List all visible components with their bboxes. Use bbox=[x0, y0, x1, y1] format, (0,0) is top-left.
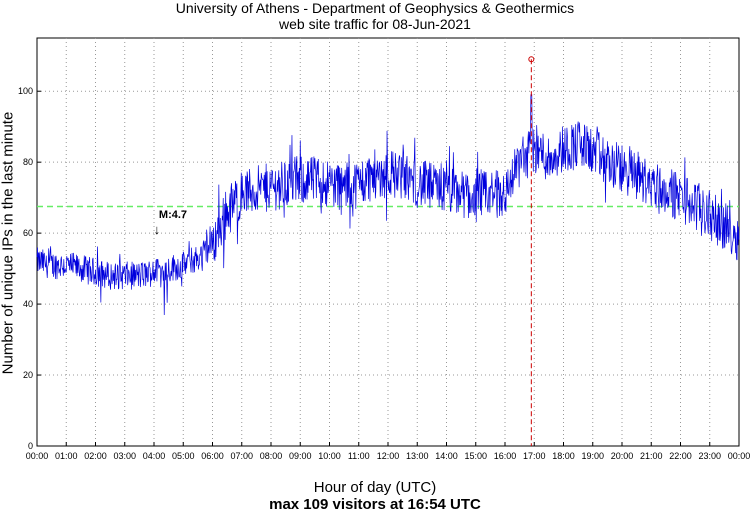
x-tick-label: 18:00 bbox=[552, 451, 575, 461]
earthquake-arrow-icon: ↓ bbox=[154, 222, 161, 237]
y-tick-label: 0 bbox=[28, 441, 33, 451]
x-tick-label: 00:00 bbox=[26, 451, 49, 461]
x-tick-label: 09:00 bbox=[289, 451, 312, 461]
max-marker-point bbox=[528, 56, 535, 63]
x-tick-label: 02:00 bbox=[84, 451, 107, 461]
x-tick-label: 06:00 bbox=[201, 451, 224, 461]
earthquake-label: M:4.7 bbox=[159, 209, 187, 221]
x-tick-label: 20:00 bbox=[611, 451, 634, 461]
x-tick-label: 08:00 bbox=[260, 451, 283, 461]
x-tick-label: 13:00 bbox=[406, 451, 429, 461]
max-visitors-caption: max 109 visitors at 16:54 UTC bbox=[269, 496, 481, 513]
y-tick-label: 80 bbox=[23, 157, 33, 167]
x-tick-label: 12:00 bbox=[377, 451, 400, 461]
y-tick-label: 20 bbox=[23, 370, 33, 380]
x-tick-label: 21:00 bbox=[640, 451, 663, 461]
x-tick-label: 15:00 bbox=[464, 451, 487, 461]
x-axis-label: Hour of day (UTC) bbox=[313, 479, 437, 496]
traffic-series-line bbox=[36, 94, 740, 316]
x-tick-label: 23:00 bbox=[698, 451, 721, 461]
x-tick-label: 10:00 bbox=[318, 451, 341, 461]
x-tick-label: 07:00 bbox=[230, 451, 253, 461]
x-tick-label: 01:00 bbox=[55, 451, 78, 461]
x-tick-label: 00:00 bbox=[728, 451, 750, 461]
y-tick-label: 100 bbox=[18, 86, 33, 96]
chart-title: University of Athens - Department of Geo… bbox=[175, 0, 575, 16]
y-tick-label: 40 bbox=[23, 299, 33, 309]
chart-subtitle: web site traffic for 08-Jun-2021 bbox=[279, 16, 471, 32]
x-tick-label: 17:00 bbox=[523, 451, 546, 461]
x-tick-label: 14:00 bbox=[435, 451, 458, 461]
x-tick-label: 19:00 bbox=[581, 451, 604, 461]
x-tick-label: 05:00 bbox=[172, 451, 195, 461]
x-tick-label: 04:00 bbox=[143, 451, 166, 461]
y-tick-label: 60 bbox=[23, 228, 33, 238]
x-tick-label: 22:00 bbox=[669, 451, 692, 461]
x-tick-label: 03:00 bbox=[113, 451, 136, 461]
x-tick-label: 16:00 bbox=[494, 451, 517, 461]
x-tick-label: 11:00 bbox=[348, 451, 370, 461]
